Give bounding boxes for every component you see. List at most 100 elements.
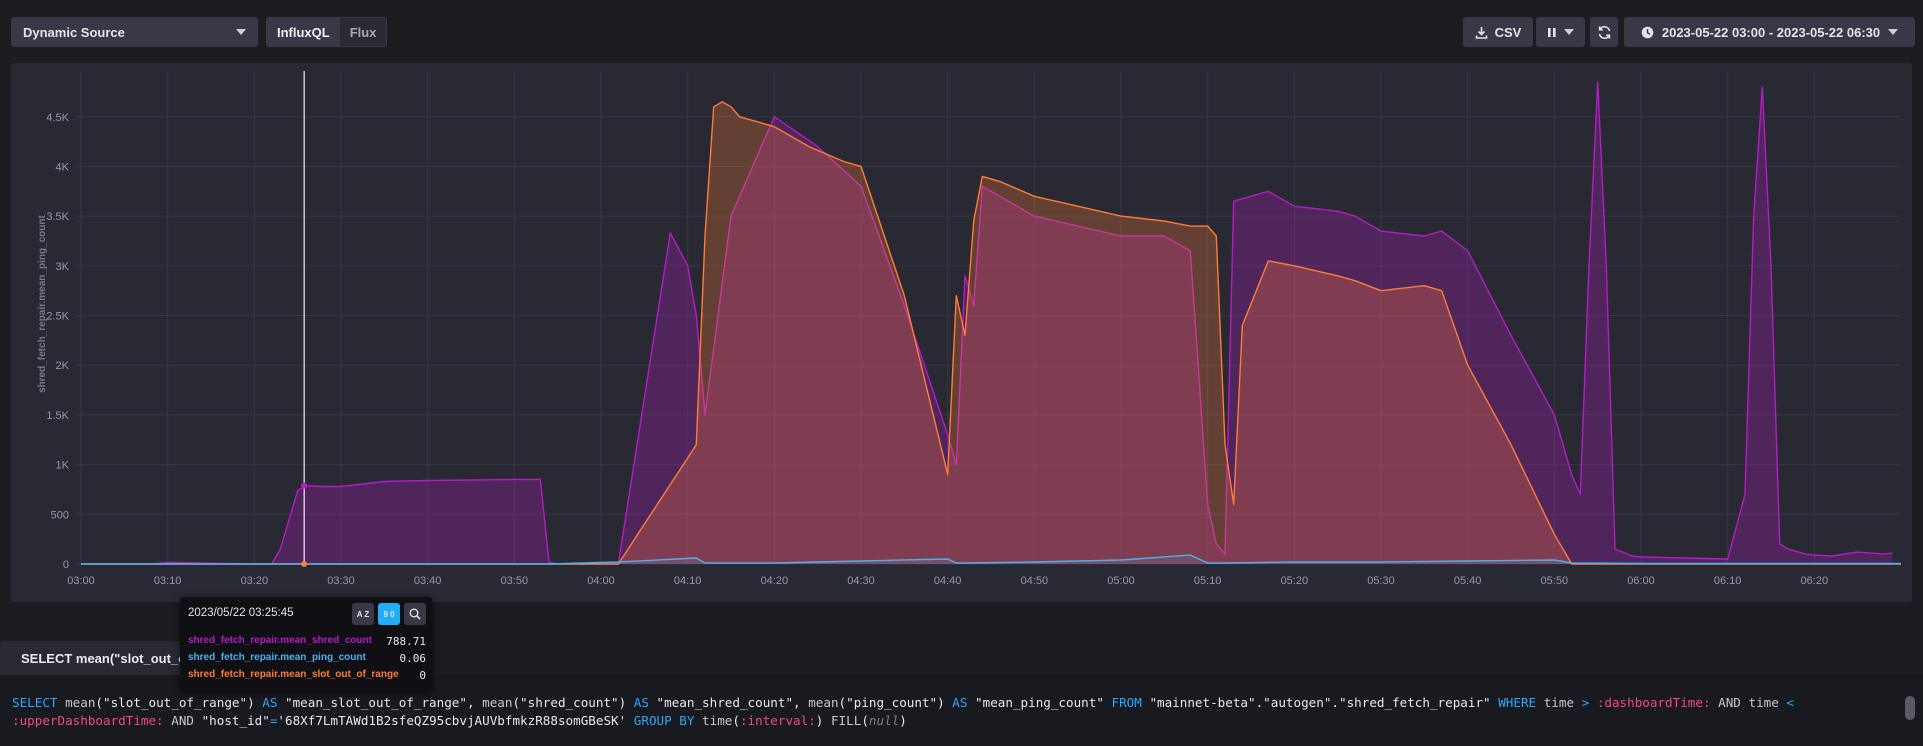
query-token: FILL: [830, 713, 862, 728]
x-tick-label: 04:20: [761, 575, 789, 587]
csv-download-button[interactable]: CSV: [1463, 17, 1533, 47]
query-token: :dashboardTime:: [1596, 695, 1719, 710]
x-tick-label: 05:00: [1107, 575, 1135, 587]
query-token: :upperDashboardTime:: [12, 713, 172, 728]
tooltip-search-button[interactable]: [404, 603, 426, 625]
query-token: time: [1543, 695, 1582, 710]
tooltip-series-value: 0.06: [399, 652, 427, 665]
query-token: '68Xf7LmTAWd1B2sfeQZ95cbvjAUVbfmkzR88som…: [277, 713, 634, 728]
x-tick-label: 06:00: [1627, 575, 1655, 587]
query-token: =: [269, 713, 278, 728]
query-token: null: [868, 713, 900, 728]
time-range-label: 2023-05-22 03:00 - 2023-05-22 06:30: [1661, 24, 1881, 40]
y-tick-label: 500: [51, 509, 69, 521]
x-tick-label: 04:40: [934, 575, 962, 587]
hover-tooltip: 2023/05/22 03:25:45 A Z 9 0 shred_fetch_…: [180, 597, 432, 692]
x-tick-label: 03:40: [414, 575, 442, 587]
graph-panel: 0 500 1K 1.5K 2K 2.5K 3K 3.5K 4K 4.5K 03:00 03:10 03…: [11, 63, 1912, 602]
tooltip-series-label: shred_fetch_repair.mean_shred_count: [188, 635, 372, 646]
chevron-down-icon: [236, 29, 246, 35]
query-token: ("shred_count"): [512, 695, 634, 710]
query-token: (: [861, 713, 869, 728]
x-tick-label: 04:30: [847, 575, 875, 587]
series-line-1: [81, 101, 1901, 565]
query-token: mean: [482, 695, 513, 710]
query-token: "host_id": [201, 713, 270, 728]
line-graph[interactable]: 0 500 1K 1.5K 2K 2.5K 3K 3.5K 4K 4.5K 03:00 03:10 03…: [11, 63, 1912, 602]
query-token: "mainnet-beta"."autogen"."shred_fetch_re…: [1149, 695, 1499, 710]
query-token: ): [899, 713, 907, 728]
tab-flux[interactable]: Flux: [349, 24, 377, 40]
y-tick-label: 0: [63, 559, 69, 571]
query-token: ("slot_out_of_range"): [95, 695, 263, 710]
tooltip-series-value: 0: [419, 669, 426, 682]
series-area-0: [81, 82, 1893, 564]
y-tick-label: 2K: [56, 360, 70, 372]
toolbar: Dynamic Source InfluxQL Flux CSV 2023-05…: [0, 0, 1923, 62]
x-tick-label: 06:20: [1801, 575, 1829, 587]
refresh-button[interactable]: [1590, 17, 1618, 47]
query-token: AS: [262, 695, 285, 710]
source-select[interactable]: Dynamic Source: [11, 17, 258, 47]
auto-refresh-dropdown[interactable]: [1536, 17, 1585, 47]
y-tick-label: 2.5K: [46, 311, 69, 323]
hover-point: [301, 561, 308, 567]
tooltip-series-label: shred_fetch_repair.mean_slot_out_of_rang…: [188, 669, 399, 680]
tooltip-series-label: shred_fetch_repair.mean_ping_count: [188, 652, 366, 663]
query-token: AS: [952, 695, 976, 710]
sort-alpha-button[interactable]: A Z: [352, 603, 374, 625]
x-tick-label: 06:10: [1714, 575, 1742, 587]
x-tick-label: 05:20: [1281, 575, 1309, 587]
query-token: :interval:: [739, 713, 816, 728]
query-token: mean: [65, 695, 96, 710]
sort-value-button[interactable]: 9 0: [378, 603, 400, 625]
query-token: "mean_slot_out_of_range",: [284, 695, 483, 710]
x-tick-label: 04:10: [674, 575, 702, 587]
chevron-down-icon: [1888, 29, 1899, 35]
query-token: AND: [171, 713, 202, 728]
time-range-picker[interactable]: 2023-05-22 03:00 - 2023-05-22 06:30: [1624, 17, 1915, 47]
query-token: ): [815, 713, 831, 728]
tooltip-time: 2023/05/22 03:25:45: [188, 607, 294, 619]
chevron-down-icon: [1564, 29, 1574, 35]
series-area-1: [81, 101, 1901, 565]
x-tick-label: 03:50: [501, 575, 529, 587]
sort-value-icon: 9 0: [383, 609, 395, 619]
tooltip-series-value: 788.71: [386, 635, 426, 648]
x-tick-label: 03:00: [67, 575, 95, 587]
query-token: mean: [808, 695, 839, 710]
x-tick-label: 04:00: [587, 575, 615, 587]
y-axis-label: shred_fetch_repair.mean_ping_count: [37, 215, 48, 393]
editor-scrollbar[interactable]: [1905, 696, 1915, 720]
csv-label: CSV: [1494, 24, 1522, 40]
x-tick-label: 04:50: [1021, 575, 1049, 587]
hover-point: [301, 482, 308, 489]
x-tick-label: 05:50: [1541, 575, 1569, 587]
query-token: "mean_shred_count",: [656, 695, 809, 710]
clock-icon: [1641, 26, 1654, 38]
query-token: SELECT: [12, 695, 66, 710]
x-tick-label: 03:20: [241, 575, 269, 587]
query-token: WHERE: [1498, 695, 1544, 710]
series-line-0: [81, 81, 1893, 565]
query-token: AS: [633, 695, 657, 710]
download-icon: [1475, 26, 1487, 39]
source-select-label: Dynamic Source: [23, 24, 125, 40]
query-token: (: [732, 713, 740, 728]
x-tick-label: 03:30: [327, 575, 355, 587]
y-tick-label: 1K: [56, 460, 70, 472]
x-tick-label: 05:30: [1367, 575, 1395, 587]
y-tick-label: 3.5K: [46, 211, 69, 223]
x-tick-label: 05:40: [1454, 575, 1482, 587]
series-line-2: [81, 554, 1901, 565]
x-tick-label: 05:10: [1194, 575, 1222, 587]
query-token: <: [1786, 695, 1794, 710]
search-icon: [409, 608, 421, 620]
x-tick-label: 03:10: [154, 575, 182, 587]
query-token: AND: [1718, 695, 1749, 710]
query-token: GROUP BY: [633, 713, 703, 728]
query-language-toggle: InfluxQL Flux: [266, 17, 388, 47]
tab-influxql[interactable]: InfluxQL: [267, 18, 340, 46]
y-tick-label: 1.5K: [46, 410, 69, 422]
query-token: FROM: [1111, 695, 1150, 710]
